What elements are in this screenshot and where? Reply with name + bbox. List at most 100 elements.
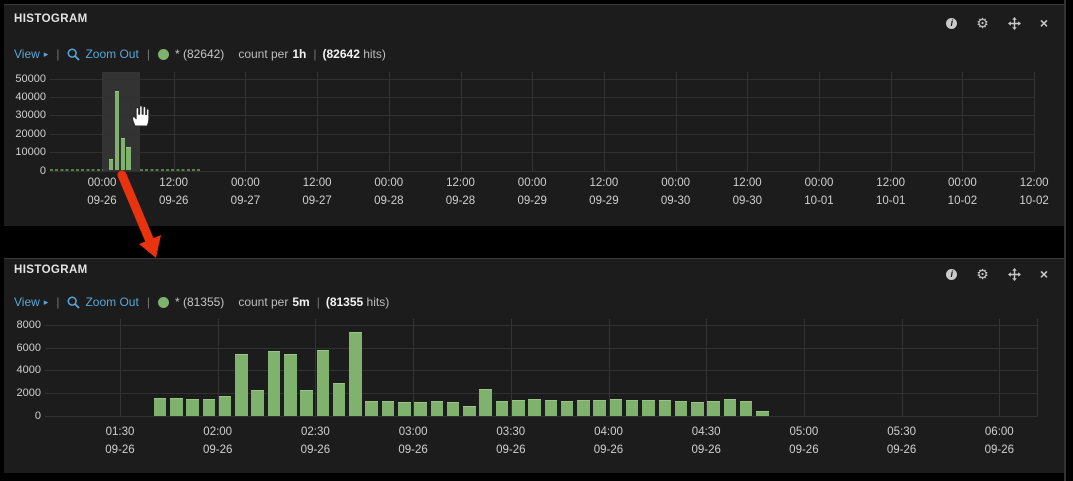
info-icon[interactable]: i xyxy=(946,268,958,280)
x-gridline xyxy=(1034,72,1036,171)
legend-item[interactable]: * (82642) xyxy=(157,47,225,61)
histogram-bar[interactable] xyxy=(251,390,264,416)
view-label: View xyxy=(14,47,40,61)
histogram-bar[interactable] xyxy=(756,411,769,416)
x-axis-time-label: 06:00 xyxy=(984,426,1014,438)
histogram-bar[interactable] xyxy=(463,405,476,416)
move-icon[interactable] xyxy=(1007,16,1021,30)
close-icon[interactable]: × xyxy=(1039,266,1048,282)
gear-icon[interactable]: ⚙ xyxy=(976,266,989,282)
caret-right-icon: ▸ xyxy=(43,48,49,59)
y-gridline xyxy=(45,370,1037,372)
histogram-bar[interactable] xyxy=(284,353,297,416)
legend-color-dot xyxy=(157,48,169,60)
histogram-bar[interactable] xyxy=(398,402,411,416)
histogram-bar[interactable] xyxy=(739,401,753,416)
info-icon[interactable]: i xyxy=(946,17,958,29)
histogram-bar[interactable] xyxy=(446,402,460,416)
x-axis-date-label: 09-26 xyxy=(300,444,331,456)
x-gridline xyxy=(315,319,317,416)
histogram-bar[interactable] xyxy=(186,398,199,416)
toolbar-separator: | xyxy=(56,47,60,61)
histogram-bar[interactable] xyxy=(625,400,639,416)
histogram-panel-zoomed: HISTOGRAM i ⚙ × View ▸ | Zoom Out | * (8… xyxy=(4,258,1064,473)
legend-series-label: * (82642) xyxy=(174,47,225,61)
histogram-bar[interactable] xyxy=(153,397,167,416)
panel-toolbar: View ▸ | Zoom Out | * (81355) count per 5… xyxy=(14,295,389,309)
histogram-bar[interactable] xyxy=(267,351,281,416)
histogram-bar[interactable] xyxy=(430,401,444,416)
histogram-bar[interactable] xyxy=(365,401,378,416)
gear-icon[interactable]: ⚙ xyxy=(976,15,989,31)
x-axis-date-label: 09-29 xyxy=(517,195,547,207)
histogram-bar[interactable] xyxy=(300,390,313,416)
x-gridline xyxy=(962,72,964,171)
hits-paren: ( xyxy=(322,47,327,61)
x-axis-date-label: 10-01 xyxy=(875,195,906,207)
x-axis-date-label: 09-27 xyxy=(302,195,332,207)
zoom-out-button[interactable]: Zoom Out xyxy=(67,47,139,61)
histogram-bar[interactable] xyxy=(235,354,248,416)
view-menu[interactable]: View ▸ xyxy=(14,47,48,61)
x-gridline xyxy=(173,72,175,171)
x-axis-time-label: 00:00 xyxy=(804,177,834,189)
move-icon[interactable] xyxy=(1007,267,1021,281)
histogram-bar[interactable] xyxy=(577,400,590,416)
histogram-bar[interactable] xyxy=(609,398,623,416)
x-axis-date-label: 09-26 xyxy=(87,195,117,207)
x-gridline xyxy=(245,72,247,171)
x-gridline xyxy=(317,72,319,171)
histogram-bar[interactable] xyxy=(218,396,232,416)
histogram-bar[interactable] xyxy=(120,137,126,171)
y-axis-label: 0 xyxy=(34,410,41,422)
x-axis-time-label: 12:00 xyxy=(589,177,619,189)
histogram-chart-5m: 0 2000 4000 6000 8000 01:30 09-26 02:00 09-26 02:… xyxy=(4,259,1064,473)
histogram-bar[interactable] xyxy=(170,398,183,416)
x-axis-time-label: 00:00 xyxy=(661,177,690,189)
histogram-bar[interactable] xyxy=(691,402,704,416)
y-gridline xyxy=(45,416,1037,417)
y-axis-label: 4000 xyxy=(16,364,41,377)
hits-suffix: hits) xyxy=(363,295,390,309)
histogram-bar[interactable] xyxy=(674,401,688,416)
histogram-bar[interactable] xyxy=(202,398,216,416)
view-label: View xyxy=(14,295,40,309)
y-axis-label: 40000 xyxy=(15,90,46,103)
close-icon[interactable]: × xyxy=(1039,15,1048,31)
histogram-bar[interactable] xyxy=(512,400,525,416)
x-axis-date-label: 09-26 xyxy=(886,444,917,456)
histogram-bar[interactable] xyxy=(316,350,330,416)
x-axis-date-label: 09-28 xyxy=(374,195,404,207)
histogram-bar[interactable] xyxy=(381,401,395,416)
x-gridline xyxy=(901,319,903,416)
x-axis-date-label: 10-02 xyxy=(1019,195,1049,207)
histogram-bar[interactable] xyxy=(723,398,737,416)
histogram-bar[interactable] xyxy=(108,159,114,171)
histogram-bar[interactable] xyxy=(414,402,427,416)
histogram-bar[interactable] xyxy=(658,400,672,416)
hits-paren: ( xyxy=(325,295,330,309)
histogram-bar[interactable] xyxy=(479,388,492,416)
histogram-bar[interactable] xyxy=(495,401,509,416)
x-gridline xyxy=(102,72,103,171)
x-axis-date-label: 09-26 xyxy=(789,444,819,456)
histogram-bar[interactable] xyxy=(707,401,720,416)
y-gridline xyxy=(45,347,1037,349)
legend-item[interactable]: * (81355) xyxy=(157,295,224,309)
histogram-bar[interactable] xyxy=(349,331,362,416)
histogram-bar[interactable] xyxy=(332,382,346,416)
view-menu[interactable]: View ▸ xyxy=(14,295,48,309)
histogram-bar[interactable] xyxy=(642,400,655,416)
histogram-bar[interactable] xyxy=(528,398,541,416)
x-axis-time-label: 12:00 xyxy=(159,177,189,189)
zoom-out-button[interactable]: Zoom Out xyxy=(67,295,139,309)
histogram-bar[interactable] xyxy=(593,400,606,416)
histogram-bar[interactable] xyxy=(114,91,120,171)
panel-controls: i ⚙ × xyxy=(946,267,1048,281)
histogram-bar[interactable] xyxy=(544,400,558,416)
x-gridline xyxy=(706,319,708,416)
histogram-bar[interactable] xyxy=(126,146,132,171)
x-axis-time-label: 04:30 xyxy=(691,426,721,438)
histogram-bar[interactable] xyxy=(560,401,574,416)
x-axis-time-label: 00:00 xyxy=(948,177,977,189)
